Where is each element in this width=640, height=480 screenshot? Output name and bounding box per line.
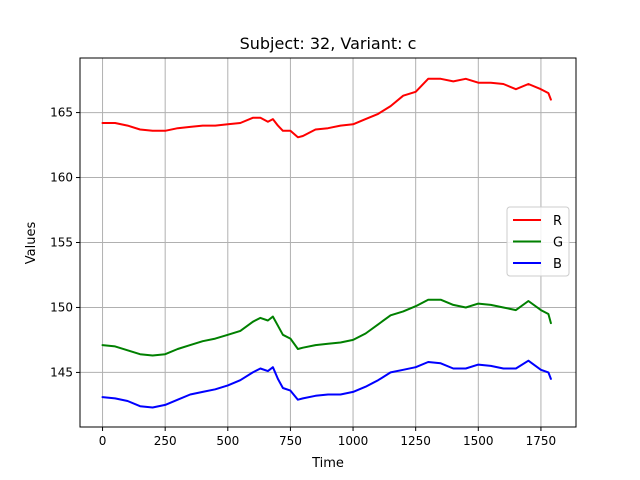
y-tick-label: 155: [50, 236, 73, 250]
series-line-g: [101, 298, 552, 357]
y-axis-ticks: 145 150 155 160 165: [50, 106, 80, 379]
x-axis-ticks: 0 250 500 750 1000 1250 1500 1750: [99, 427, 556, 448]
x-tick-label: 0: [99, 434, 107, 448]
legend: RGB: [506, 206, 570, 277]
chart-title: Subject: 32, Variant: c: [240, 34, 417, 53]
x-tick-label: 750: [279, 434, 302, 448]
y-tick-label: 160: [50, 171, 73, 185]
grid-layer: [80, 58, 576, 427]
x-tick-label: 1750: [526, 434, 557, 448]
legend-label-r: R: [553, 214, 562, 229]
series-line-b: [101, 359, 552, 409]
x-tick-label: 250: [154, 434, 177, 448]
series-line-r: [101, 77, 552, 139]
x-tick-label: 1250: [400, 434, 431, 448]
y-tick-label: 150: [50, 300, 73, 314]
x-tick-label: 1000: [338, 434, 369, 448]
y-tick-label: 165: [50, 106, 73, 120]
x-axis-label: Time: [311, 456, 344, 471]
x-tick-label: 1500: [463, 434, 494, 448]
y-axis-label: Values: [24, 222, 39, 265]
legend-label-g: G: [553, 236, 563, 251]
legend-label-b: B: [553, 257, 562, 272]
series-layer: [101, 77, 552, 409]
y-tick-label: 145: [50, 365, 73, 379]
x-tick-label: 500: [216, 434, 239, 448]
